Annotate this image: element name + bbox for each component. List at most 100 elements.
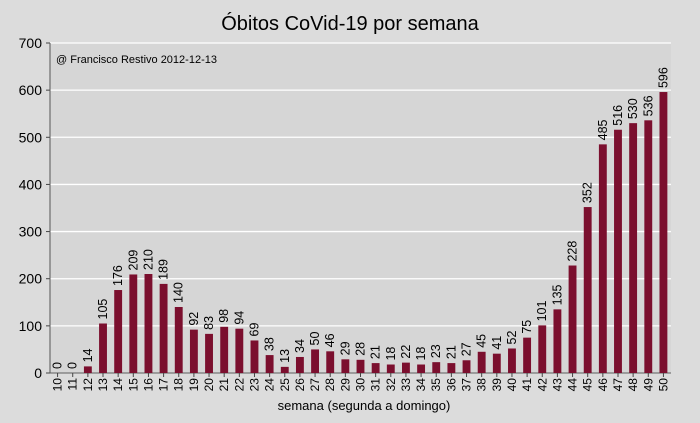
bar [386,364,395,373]
bar [189,329,198,373]
x-tick-label: 43 [550,378,564,392]
x-tick-label: 10 [51,378,65,392]
y-tick-label: 200 [19,271,43,287]
bar [99,323,107,373]
bar [462,360,471,373]
x-tick-label: 40 [505,378,519,392]
x-tick-label: 21 [217,378,231,392]
bar-value-label: 189 [157,259,171,280]
bar [114,290,123,373]
bar [205,333,213,373]
x-tick-label: 13 [96,378,110,392]
x-tick-label: 12 [81,378,95,392]
x-tick-label: 30 [354,378,368,392]
bar-value-label: 45 [475,334,489,348]
bar-value-label: 176 [111,265,125,286]
bar [523,337,532,373]
x-axis-label: semana (segunda a domingo) [278,398,451,413]
bar-value-label: 28 [354,342,368,356]
x-tick-label: 36 [444,378,458,392]
bar [311,349,319,373]
bar [508,348,516,373]
x-tick-label: 32 [384,378,398,392]
x-tick-label: 48 [626,378,640,392]
bar [250,340,259,373]
gridlines [50,42,671,374]
bar-value-label: 209 [126,250,140,271]
bars [83,92,668,374]
bar [235,328,244,373]
bar [326,351,335,373]
x-tick-label: 42 [535,378,549,392]
chart-annotation: @ Francisco Restivo 2012-12-13 [56,54,217,66]
bar [492,353,501,373]
x-tick-label: 47 [611,378,625,392]
bar-value-label: 50 [308,331,322,345]
bar [447,363,456,373]
x-tick-label: 24 [263,378,277,392]
y-tick-label: 100 [19,318,43,334]
x-tick-label: 37 [460,378,474,392]
bar [553,309,562,373]
bar [371,363,380,373]
bar-value-label: 18 [384,347,398,361]
bar-value-label: 228 [566,241,580,262]
bar-value-label: 21 [369,345,383,359]
bar-value-label: 46 [323,333,337,347]
bar [477,351,486,373]
x-tick-label: 33 [399,378,413,392]
bar-value-label: 14 [81,348,95,362]
bar-value-label: 21 [444,345,458,359]
x-tick-label: 34 [414,378,428,392]
bar-value-label: 75 [520,320,534,334]
x-tick-label: 15 [126,378,140,392]
bar [129,274,138,373]
y-tick-label: 400 [19,176,43,192]
plot-area [50,43,671,373]
bar [417,364,426,373]
bar-value-label: 27 [460,342,474,356]
bar [659,92,668,374]
bar-value-label: 52 [505,331,519,345]
bar [583,207,592,373]
x-tick-label: 31 [369,378,383,392]
x-tick-label: 50 [656,378,670,392]
bar-value-label: 92 [187,312,201,326]
bar [220,326,229,373]
x-tick-label: 26 [293,378,307,392]
bar-value-label: 41 [490,336,504,350]
x-tick-label: 20 [202,378,216,392]
bar-value-label: 101 [535,300,549,321]
y-tick-label: 300 [19,224,43,240]
x-tick-label: 11 [66,378,80,391]
bar [144,274,153,373]
bar-value-label: 83 [202,316,216,330]
x-tick-label: 49 [641,378,655,392]
bar-value-label: 13 [278,349,292,363]
bar [159,283,168,373]
x-tick-label: 14 [111,378,125,392]
bar-value-label: 0 [51,362,65,369]
chart-title: Óbitos CoVid-19 por semana [221,12,479,35]
bar [280,366,289,373]
bar [356,359,365,373]
bar-value-label: 34 [293,339,307,353]
x-tick-label: 46 [596,378,610,392]
bar [174,307,183,373]
x-tick-label: 38 [475,378,489,392]
bar [568,265,577,373]
bar-value-label: 140 [172,282,186,303]
y-tick-label: 0 [34,365,42,381]
bar-value-label: 94 [232,311,246,325]
x-tick-label: 35 [429,378,443,392]
bar-value-label: 210 [141,249,155,270]
bar-value-label: 38 [263,337,277,351]
x-tick-label: 25 [278,378,292,392]
bar-value-label: 23 [429,344,443,358]
bar [629,123,638,374]
bar [598,144,607,373]
x-tick-label: 16 [141,378,155,392]
bar-value-label: 536 [641,95,655,116]
bar [341,359,350,373]
